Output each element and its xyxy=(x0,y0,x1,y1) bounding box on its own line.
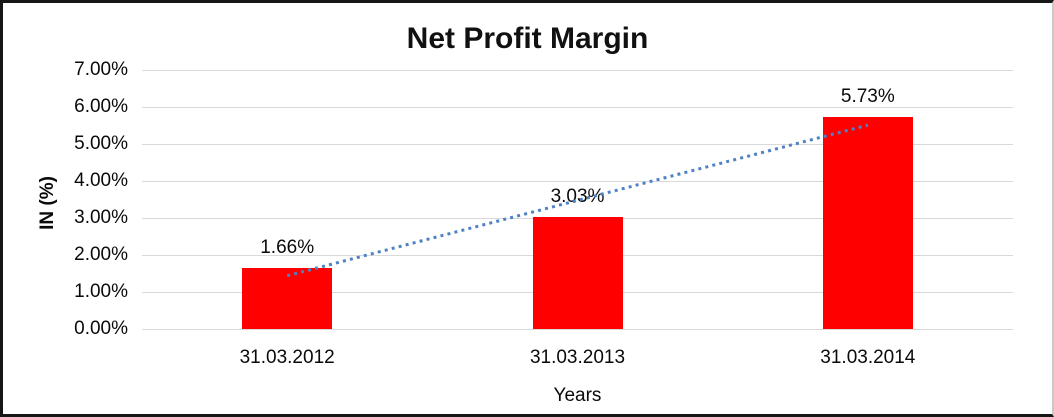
data-label: 1.66% xyxy=(260,236,315,258)
bar-31.03.2013 xyxy=(532,216,623,329)
y-axis-tick-label: 2.00% xyxy=(74,244,128,265)
y-axis-tick-label: 7.00% xyxy=(74,59,128,80)
data-label: 5.73% xyxy=(840,85,895,107)
x-axis-tick-label: 31.03.2014 xyxy=(820,347,916,368)
data-label: 3.03% xyxy=(550,185,605,207)
gridline xyxy=(142,70,1013,71)
y-axis-tick-label: 0.00% xyxy=(74,318,128,339)
bar-31.03.2014 xyxy=(822,116,913,329)
y-axis-tick-label: 5.00% xyxy=(74,133,128,154)
x-axis-tick-label: 31.03.2012 xyxy=(239,347,335,368)
bar-31.03.2012 xyxy=(242,267,333,329)
y-axis-tick-label: 3.00% xyxy=(74,207,128,228)
y-axis-tick-label: 4.00% xyxy=(74,170,128,191)
x-axis-title: Years xyxy=(553,385,602,406)
gridline xyxy=(142,107,1013,108)
y-axis-tick-label: 1.00% xyxy=(74,281,128,302)
gridline xyxy=(142,329,1013,330)
chart-title: Net Profit Margin xyxy=(406,22,649,55)
x-axis-tick-label: 31.03.2013 xyxy=(529,347,626,368)
y-axis-tick-label: 6.00% xyxy=(74,96,128,117)
